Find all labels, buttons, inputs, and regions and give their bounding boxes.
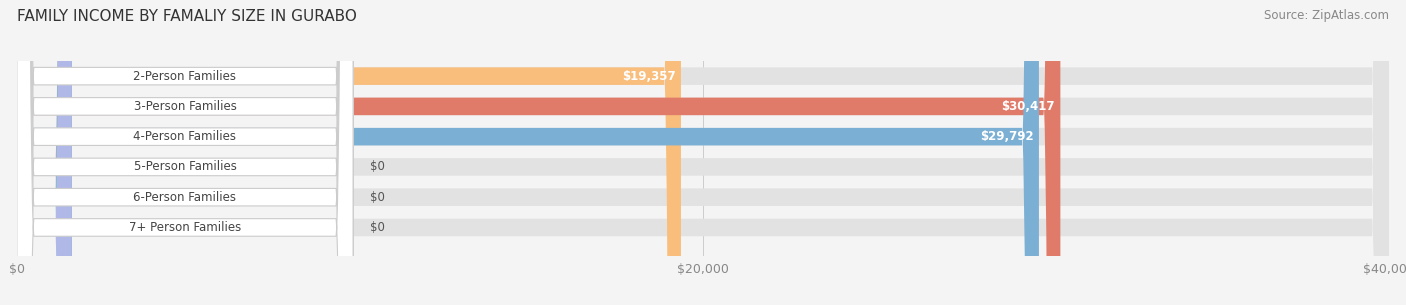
Text: $0: $0 [370,160,384,174]
Text: $30,417: $30,417 [1001,100,1054,113]
FancyBboxPatch shape [17,0,1389,305]
FancyBboxPatch shape [17,0,353,305]
FancyBboxPatch shape [17,0,353,305]
Text: 6-Person Families: 6-Person Families [134,191,236,204]
Text: 7+ Person Families: 7+ Person Families [129,221,240,234]
FancyBboxPatch shape [17,0,72,305]
Text: $29,792: $29,792 [980,130,1033,143]
Text: 3-Person Families: 3-Person Families [134,100,236,113]
Text: 5-Person Families: 5-Person Families [134,160,236,174]
Text: $0: $0 [370,221,384,234]
FancyBboxPatch shape [17,0,1060,305]
FancyBboxPatch shape [17,0,353,305]
FancyBboxPatch shape [17,0,353,305]
FancyBboxPatch shape [17,0,681,305]
Text: 2-Person Families: 2-Person Families [134,70,236,83]
Text: 4-Person Families: 4-Person Families [134,130,236,143]
Text: $19,357: $19,357 [621,70,675,83]
Text: $0: $0 [370,191,384,204]
FancyBboxPatch shape [17,0,1039,305]
FancyBboxPatch shape [17,0,1389,305]
FancyBboxPatch shape [17,0,72,305]
FancyBboxPatch shape [17,0,1389,305]
FancyBboxPatch shape [17,0,72,305]
FancyBboxPatch shape [17,0,1389,305]
FancyBboxPatch shape [17,0,1389,305]
FancyBboxPatch shape [17,0,353,305]
Text: Source: ZipAtlas.com: Source: ZipAtlas.com [1264,9,1389,22]
FancyBboxPatch shape [17,0,353,305]
Text: FAMILY INCOME BY FAMALIY SIZE IN GURABO: FAMILY INCOME BY FAMALIY SIZE IN GURABO [17,9,357,24]
FancyBboxPatch shape [17,0,1389,305]
